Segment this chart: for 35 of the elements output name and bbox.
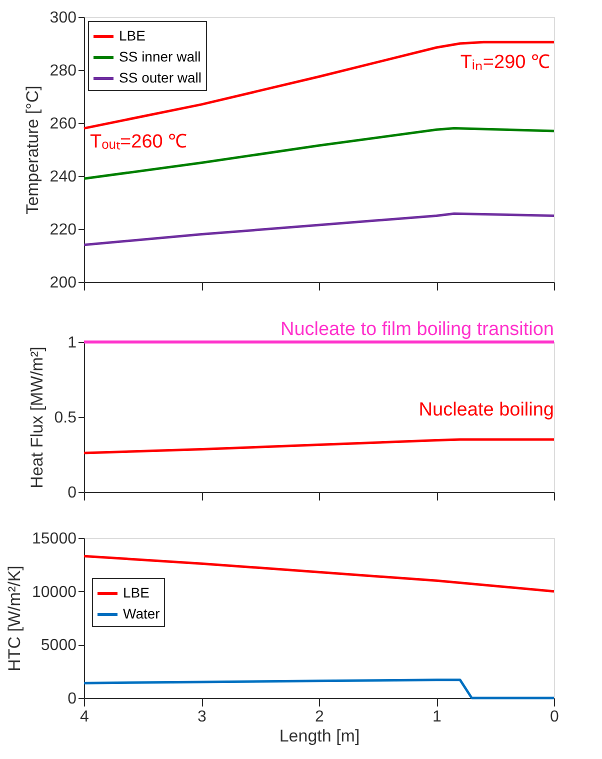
x-tick-label: 3 [198, 708, 207, 726]
annotation: Tᵢₙ=290 ℃ [460, 52, 550, 74]
y-tick-label: 15000 [32, 530, 77, 548]
y-axis-title: Temperature [°C] [22, 86, 42, 214]
y-tick-label: 0.5 [54, 410, 77, 426]
legend-label: SS inner wall [119, 48, 201, 64]
legend-label: LBE [119, 28, 146, 44]
y-tick-label: 1 [68, 334, 77, 352]
y-axis-title: HTC [W/m²/K] [5, 566, 24, 672]
line-series [82, 438, 556, 454]
y-tick-label: 10000 [32, 584, 77, 601]
line-series [82, 212, 556, 246]
y-tick-label: 220 [50, 222, 77, 238]
x-tick-label: 1 [432, 708, 442, 726]
y-tick-label: 240 [50, 168, 77, 186]
line-series [82, 40, 556, 130]
y-tick-label: 5000 [40, 637, 77, 654]
y-tick-label: 300 [50, 10, 77, 26]
x-tick-label: 2 [315, 708, 324, 726]
y-tick-label: 0 [68, 690, 77, 708]
y-axis-title: Heat Flux [MW/m²] [27, 346, 46, 488]
x-tick-label: 4 [80, 708, 90, 726]
y-tick-label: 200 [50, 274, 77, 292]
y-tick-label: 280 [50, 62, 77, 80]
legend-label: Water [123, 606, 160, 622]
line-series [82, 127, 556, 180]
x-tick-label: 0 [550, 708, 560, 726]
legend-label: LBE [123, 584, 150, 600]
legend-label: SS outer wall [119, 70, 202, 86]
y-tick-label: 260 [50, 116, 77, 132]
series-label: Nucleate boiling [418, 400, 554, 420]
y-tick-label: 0 [68, 484, 77, 502]
annotation: Tₒᵤₜ=260 ℃ [90, 132, 188, 153]
ref-line-label: Nucleate to film boiling transition [280, 319, 554, 340]
x-axis-title: Length [m] [279, 726, 360, 746]
